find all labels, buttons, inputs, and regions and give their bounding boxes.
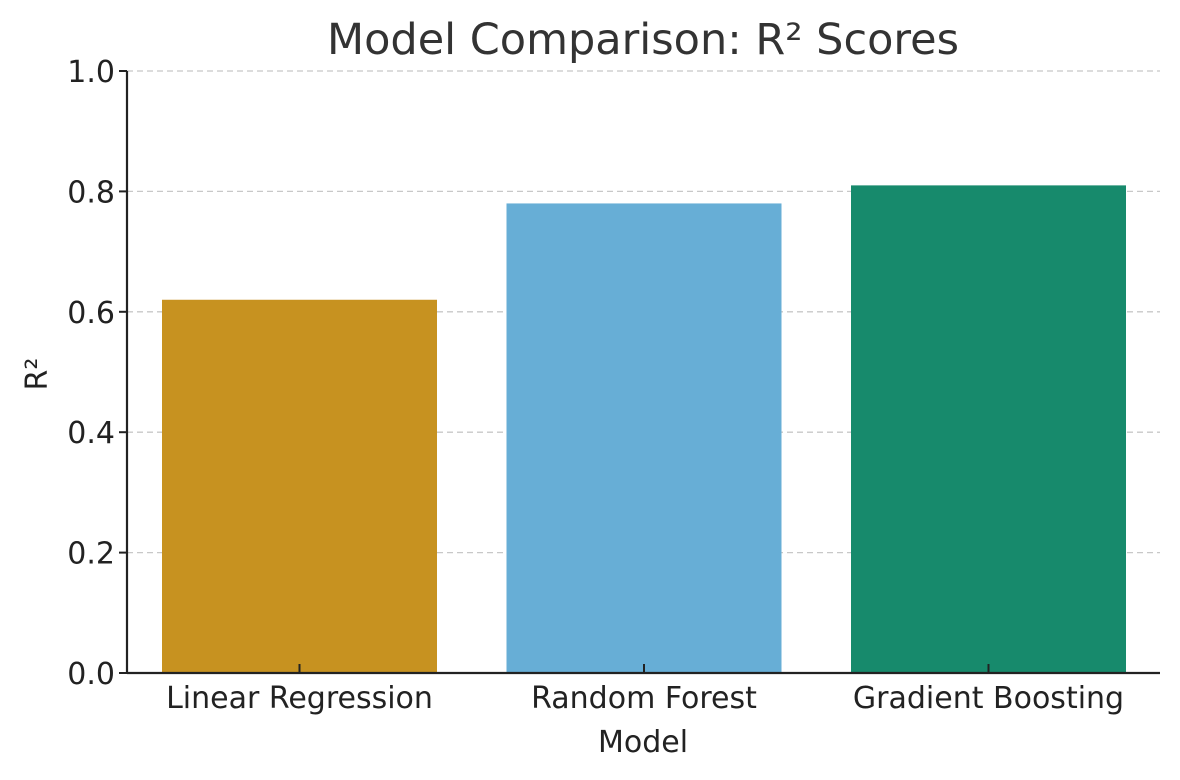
bar bbox=[851, 185, 1126, 673]
y-tick-label: 0.8 bbox=[67, 175, 115, 210]
bar bbox=[162, 299, 437, 673]
x-tick-label: Linear Regression bbox=[166, 681, 433, 716]
y-tick-label: 0.0 bbox=[67, 657, 115, 692]
y-tick-label: 0.4 bbox=[67, 416, 115, 451]
x-ticks: Linear Regression Random Forest Gradient B… bbox=[166, 664, 1124, 716]
x-tick-label: Random Forest bbox=[531, 681, 757, 716]
y-axis-label: R² bbox=[20, 358, 55, 391]
bars bbox=[162, 185, 1126, 673]
x-tick-label: Gradient Boosting bbox=[853, 681, 1124, 716]
x-axis-label: Model bbox=[598, 725, 688, 760]
y-ticks: 0.0 0.2 0.4 0.6 0.8 1.0 bbox=[67, 55, 127, 692]
y-tick-label: 0.2 bbox=[67, 537, 115, 572]
y-tick-label: 0.6 bbox=[67, 296, 115, 331]
bar bbox=[506, 203, 782, 673]
chart-title: Model Comparison: R² Scores bbox=[327, 15, 959, 65]
y-tick-label: 1.0 bbox=[67, 55, 115, 90]
